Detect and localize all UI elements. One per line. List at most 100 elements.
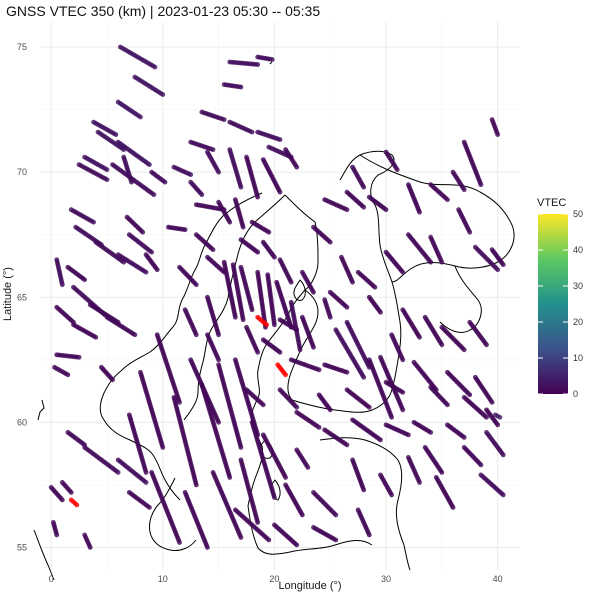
lake-outline-1 [293,279,306,301]
vtec-point [461,434,467,440]
vtec-track [350,164,367,190]
vtec-track [405,232,434,265]
vtec-track [221,82,244,90]
vtec-track [478,472,506,498]
vtec-track [132,74,166,97]
vtec-point [439,470,445,475]
x-tick-label: 0 [49,574,54,584]
vtec-track [230,262,246,323]
vtec-point [383,207,389,213]
vtec-track [232,507,272,543]
vtec-point [497,414,503,420]
vtec-track [383,249,406,275]
vtec-track [115,139,152,168]
vtec-track [322,362,350,375]
vtec-track [288,357,322,373]
vtec-point [132,332,138,338]
vtec-track [322,427,350,448]
vtec-track [117,44,158,70]
vtec-track-outlier [275,362,288,378]
vtec-track [445,422,467,440]
vtec-track [115,252,149,275]
vtec-track-outlier [68,497,80,508]
estonia-latvia-coast [319,437,411,571]
vtec-track [95,129,127,153]
vtec-track [405,182,422,215]
vtec-point [311,344,316,350]
vtec-track [355,269,378,290]
vtec-track [205,332,222,363]
vtec-track [383,379,406,395]
vtec-point [400,357,406,363]
vtec-point [327,239,333,245]
vtec-point [478,182,484,188]
colorbar-ticks: 0 10 20 30 40 50 [538,209,583,399]
vtec-track [244,324,261,355]
vtec-point [500,452,506,458]
vtec-track [121,154,134,185]
vtec-point [428,259,434,265]
colorbar-tick-label: 50 [573,209,583,219]
vtec-track [260,337,283,355]
vtec-point [65,372,71,378]
vtec-point [277,349,283,355]
vtec-track [461,444,484,468]
vtec-track [255,129,283,143]
vtec-point [272,254,277,260]
vtec-point [193,482,199,488]
vtec-track [322,197,350,213]
vtec-point [266,537,272,543]
vtec-point [199,192,205,198]
vtec-point [400,389,406,395]
vtec-point [478,462,484,468]
vtec-point [260,402,266,408]
vtec-track [344,319,372,370]
vtec-point [68,490,74,495]
vtec-point [500,262,506,268]
vtec-track [411,359,439,393]
vtec-point [467,229,473,235]
vtec-point [238,444,244,450]
vtec-track [54,352,82,360]
sweden-finland-border [284,194,319,291]
vtec-point [193,282,199,288]
vtec-track [311,224,333,245]
vtec-track [472,374,495,405]
vtec-point [461,187,467,193]
vtec-track [272,522,300,548]
vtec-track [450,169,467,193]
vtec-track [260,157,283,195]
vtec-track [484,407,501,428]
vtec-point [216,169,222,175]
vtec-track [149,470,182,545]
vtec-track [389,332,406,363]
vtec-track [149,169,168,185]
vtec-track [277,317,300,333]
vtec-point [484,414,489,420]
vtec-track [188,179,205,198]
vtec-point [439,342,445,348]
vtec-track [138,369,166,450]
vtec-point [249,129,255,135]
vtec-track [461,139,484,188]
vtec-point [461,347,467,353]
vtec-point [361,204,367,210]
vtec-point [104,177,110,183]
vtec-track [428,384,450,408]
vtec-track [322,297,333,320]
y-axis-label: Latitude (°) [2,267,14,321]
axes: 0 10 20 30 40 55 60 65 70 75 [17,42,503,584]
vtec-track [216,199,233,225]
vtec-track [405,454,422,485]
vtec-point [160,92,166,97]
vtec-point [74,502,80,508]
vtec-track [366,294,383,315]
vtec-point [162,179,168,185]
vtec-track [227,147,244,190]
vtec-track [238,457,261,525]
vtec-track [445,369,473,398]
y-tick-label: 70 [17,167,27,177]
white-sea-coast [439,265,482,333]
vtec-point [188,172,194,178]
colorbar-tick-label: 40 [573,245,583,255]
